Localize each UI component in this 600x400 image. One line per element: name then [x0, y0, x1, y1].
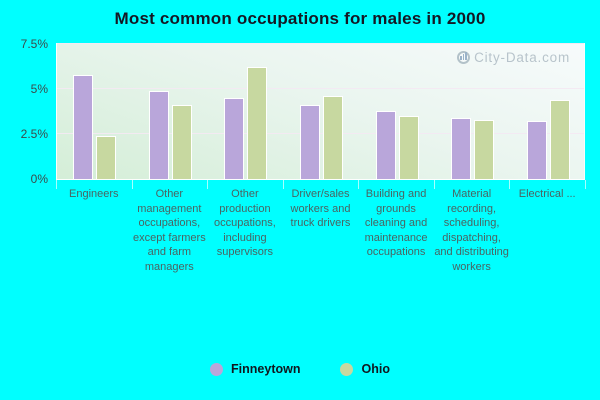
legend-label: Ohio: [361, 362, 390, 376]
legend-swatch-icon: [340, 362, 354, 376]
bar-ohio: [247, 67, 268, 179]
legend: Finneytown Ohio: [0, 362, 600, 376]
bar-ohio: [323, 96, 343, 179]
legend-item: Ohio: [340, 362, 390, 376]
y-axis-tick-label: 2.5%: [20, 127, 48, 141]
bar-finneytown: [224, 98, 245, 179]
category-label: Other production occupations, including …: [214, 188, 276, 259]
y-axis-tick-label: 0%: [30, 172, 48, 186]
y-axis-tick-label: 7.5%: [20, 37, 48, 51]
bar-ohio: [171, 105, 192, 179]
bar-finneytown: [526, 121, 547, 179]
plot-area: City-Data.com: [56, 43, 585, 180]
x-axis-tick: [358, 180, 360, 189]
x-axis-tick: [585, 180, 586, 189]
category-label: Electrical ...: [518, 188, 576, 200]
legend-swatch-icon: [210, 362, 224, 376]
watermark-text: City-Data.com: [474, 50, 570, 65]
gridline: [57, 133, 584, 134]
x-axis-tick: [282, 180, 284, 189]
bar-ohio: [398, 116, 419, 179]
bar-finneytown: [300, 105, 320, 179]
gridline: [57, 88, 584, 89]
legend-label: Finneytown: [231, 362, 301, 376]
x-axis-tick: [509, 180, 511, 189]
bar-ohio: [96, 135, 117, 179]
y-axis-tick-label: 5%: [30, 82, 48, 96]
category-label: Material recording, scheduling, dispatch…: [434, 188, 509, 273]
bar-ohio: [549, 99, 570, 179]
chart-title: Most common occupations for males in 200…: [114, 9, 486, 28]
x-axis-tick: [56, 180, 57, 189]
category-label: Other management occupations, except far…: [132, 188, 206, 273]
bar-finneytown: [148, 90, 169, 179]
category-label: Building and grounds cleaning and mainte…: [364, 188, 428, 259]
x-axis-tick: [207, 180, 209, 189]
gridline: [57, 43, 584, 44]
legend-item: Finneytown: [210, 362, 300, 376]
city-data-logo-icon: [457, 51, 471, 64]
bar-finneytown: [375, 110, 396, 179]
bar-finneytown: [451, 117, 472, 179]
category-label: Driver/sales workers and truck drivers: [290, 188, 351, 230]
bar-ohio: [474, 119, 495, 179]
watermark: City-Data.com: [457, 50, 570, 65]
category-label: Engineers: [69, 188, 119, 200]
bar-finneytown: [73, 74, 94, 179]
x-axis-tick: [433, 180, 435, 189]
x-axis-tick: [131, 180, 133, 189]
